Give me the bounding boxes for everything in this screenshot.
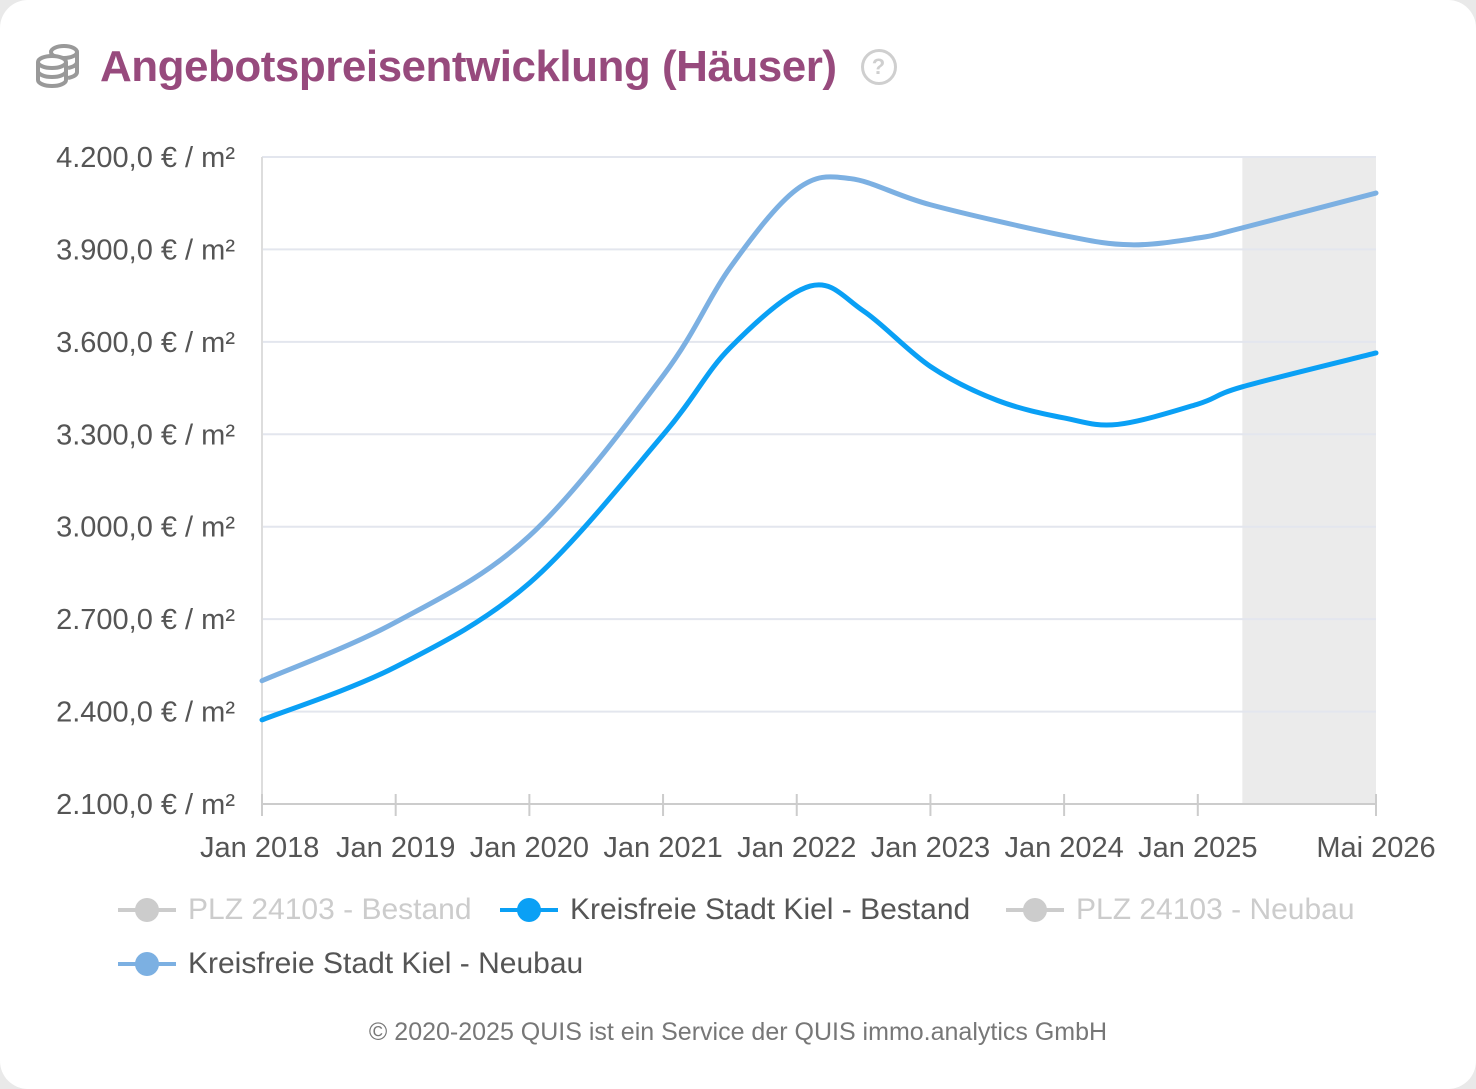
chart-title: Angebotspreisentwicklung (Häuser) xyxy=(100,41,837,91)
y-tick-label: 2.100,0 € / m² xyxy=(56,789,235,821)
legend-label: Kreisfreie Stadt Kiel - Bestand xyxy=(570,893,971,926)
x-tick-label: Jan 2022 xyxy=(737,832,856,864)
legend-marker-icon xyxy=(118,952,176,976)
x-tick-label: Jan 2018 xyxy=(200,832,319,864)
legend-marker-icon xyxy=(500,898,558,922)
legend-label: PLZ 24103 - Neubau xyxy=(1076,893,1355,926)
series-line-3 xyxy=(259,174,1379,684)
y-tick-label: 2.700,0 € / m² xyxy=(56,604,235,636)
legend-item[interactable]: PLZ 24103 - Neubau xyxy=(1006,893,1355,927)
legend-marker-icon xyxy=(118,898,176,922)
x-tick-label: Jan 2021 xyxy=(603,832,722,864)
x-tick-label: Jan 2024 xyxy=(1004,832,1123,864)
header: Angebotspreisentwicklung (Häuser) ? xyxy=(34,40,897,93)
series-line-1 xyxy=(259,282,1379,723)
y-tick-label: 3.600,0 € / m² xyxy=(56,327,235,359)
legend-label: PLZ 24103 - Bestand xyxy=(188,893,472,926)
forecast-band xyxy=(1242,157,1376,804)
legend-item[interactable]: Kreisfreie Stadt Kiel - Bestand xyxy=(500,893,970,927)
help-icon[interactable]: ? xyxy=(860,48,897,85)
x-tick-label: Jan 2020 xyxy=(470,832,589,864)
x-tick-label: Jan 2025 xyxy=(1138,832,1257,864)
x-tick-label: Jan 2023 xyxy=(871,832,990,864)
x-tick-label: Mai 2026 xyxy=(1316,832,1435,864)
legend-item[interactable]: PLZ 24103 - Bestand xyxy=(118,893,472,927)
legend-marker-icon xyxy=(1006,898,1064,922)
y-tick-label: 4.200,0 € / m² xyxy=(56,142,235,174)
legend-item[interactable]: Kreisfreie Stadt Kiel - Neubau xyxy=(118,947,583,981)
y-tick-label: 2.400,0 € / m² xyxy=(56,697,235,729)
coins-icon xyxy=(34,40,82,93)
y-tick-label: 3.900,0 € / m² xyxy=(56,234,235,266)
y-tick-label: 3.300,0 € / m² xyxy=(56,419,235,451)
copyright-footer: © 2020-2025 QUIS ist ein Service der QUI… xyxy=(368,1018,1108,1046)
x-tick-label: Jan 2019 xyxy=(336,832,455,864)
y-tick-label: 3.000,0 € / m² xyxy=(56,512,235,544)
legend-label: Kreisfreie Stadt Kiel - Neubau xyxy=(188,947,584,980)
